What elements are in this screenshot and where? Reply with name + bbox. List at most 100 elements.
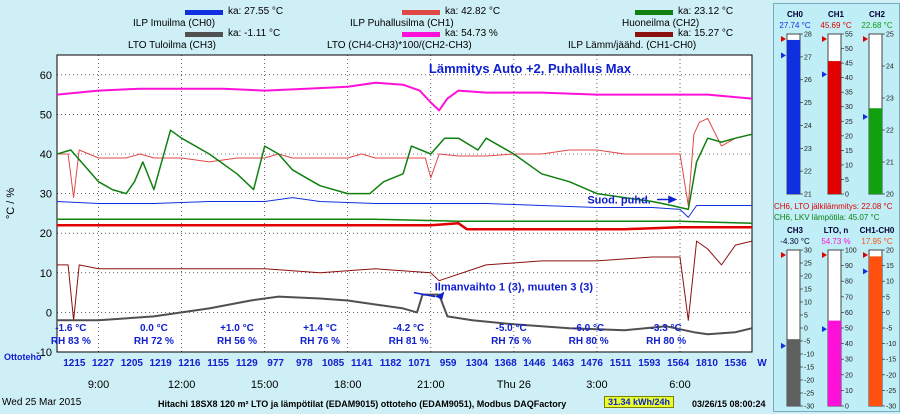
gauge-fill-top-2 xyxy=(869,108,882,194)
gauge-tick-label-top-1: 45 xyxy=(845,61,853,68)
energy-value: 1511 xyxy=(610,358,632,369)
x-tick-label: Thu 26 xyxy=(497,379,531,391)
gauge-tick-label-bottom-0: 20 xyxy=(804,274,812,281)
footer-title: Hitachi 18SX8 120 m² LTO ja lämpötilat (… xyxy=(158,399,567,409)
gauge-tick-label-top-0: 21 xyxy=(804,192,812,199)
legend-value-ch0: ka: 27.55 °C xyxy=(228,6,284,17)
annotation-arrowhead-ventilation xyxy=(435,291,445,300)
side-panel: CH0 27.74 °C CH1 45.69 °C CH2 22.68 °C C… xyxy=(773,3,900,412)
energy-value: 1593 xyxy=(638,358,661,369)
gauge-tick-label-bottom-0: -5 xyxy=(804,339,810,346)
legend-swatch-lto xyxy=(402,32,440,37)
gauge-tick-label-bottom-2: -15 xyxy=(886,357,896,364)
gauge-tick-label-top-1: 0 xyxy=(845,192,849,199)
gauge-tick-label-bottom-2: -20 xyxy=(886,372,896,379)
legend-label-ch3: LTO Tuloilma (CH3) xyxy=(128,40,216,51)
gauge-lto-title: LTO, n xyxy=(823,226,849,235)
series-line-4 xyxy=(57,218,752,225)
legend-label-ch1: ILP Puhallusilma (CH1) xyxy=(350,18,454,29)
gauge-tick-label-bottom-2: -10 xyxy=(886,341,896,348)
gauge-tick-label-bottom-1: 70 xyxy=(845,294,853,301)
weather-temp: -5.0 °C xyxy=(495,323,526,334)
main-chart: -10 0 10 20 30 40 50 60 9:00 12:00 15:00 18:00 21:00… xyxy=(4,54,767,391)
legend-label-lto: LTO (CH4-CH3)*100/(CH2-CH3) xyxy=(327,40,472,51)
gauge-tick-label-bottom-0: -30 xyxy=(804,404,814,411)
gauge-ch0-value: 27.74 °C xyxy=(779,21,811,30)
annotation-ventilation: Ilmanvaihto 1 (3), muuten 3 (3) xyxy=(435,282,594,294)
x-tick-label: 6:00 xyxy=(669,379,690,391)
lto-reheat-readout: CH6, LTO jälkilämmitys: 22.08 °C xyxy=(774,202,893,211)
gauge-tick-label-bottom-1: 10 xyxy=(845,388,853,395)
gauge-tick-label-bottom-2: 15 xyxy=(886,263,894,270)
weather-rh: RH 76 % xyxy=(491,336,531,347)
footer-energy: 31.34 kWh/24h xyxy=(604,396,675,408)
gauge-tick-label-top-1: 10 xyxy=(845,162,853,169)
gauge-tick-label-bottom-0: -10 xyxy=(804,352,814,359)
gauge-tick-label-top-1: 55 xyxy=(845,32,853,39)
gauge-fill-bottom-2 xyxy=(869,256,882,406)
gauge-tick-label-top-2: 25 xyxy=(886,32,894,39)
series-line-0 xyxy=(57,81,752,112)
gauge-tick-label-bottom-0: 5 xyxy=(804,313,808,320)
gauge-ch0-title: CH0 xyxy=(786,10,803,19)
gauge-tick-label-bottom-1: 80 xyxy=(845,279,853,286)
weather-temp: -3.3 °C xyxy=(651,323,682,334)
energy-value: 1216 xyxy=(178,358,201,369)
gauge-tick-label-top-0: 23 xyxy=(804,146,812,153)
gauge-tick-label-top-2: 24 xyxy=(886,64,894,71)
gauge-tick-label-bottom-1: 50 xyxy=(845,326,853,333)
legend-value-diff: ka: 15.27 °C xyxy=(678,28,734,39)
gauge-tick-label-bottom-0: 15 xyxy=(804,287,812,294)
weather-rh: RH 72 % xyxy=(134,336,174,347)
energy-value: 1304 xyxy=(466,358,489,369)
energy-value: 1205 xyxy=(121,358,144,369)
weather-temp: -4.2 °C xyxy=(393,323,424,334)
chart-title: Lämmitys Auto +2, Puhallus Max xyxy=(429,61,632,76)
gauge-tick-label-top-1: 50 xyxy=(845,46,853,53)
footer-date: Wed 25 Mar 2015 xyxy=(2,397,82,408)
gauge-tick-label-bottom-1: 40 xyxy=(845,341,853,348)
annotation-arrowhead-filter xyxy=(668,195,678,204)
legend-value-ch1: ka: 42.82 °C xyxy=(445,6,501,17)
weather-rh: RH 83 % xyxy=(51,336,91,347)
gauge-min-marker-bottom-0 xyxy=(781,342,786,349)
legend-value-ch3: ka: -1.11 °C xyxy=(228,28,281,39)
energy-value: 1182 xyxy=(380,358,402,369)
energy-value: 1129 xyxy=(236,358,258,369)
x-tick-label: 12:00 xyxy=(168,379,196,391)
gauge-ch3-value: -4.30 °C xyxy=(780,237,810,246)
gauge-tick-label-top-2: 22 xyxy=(886,128,894,135)
gauge-tick-label-top-2: 21 xyxy=(886,160,894,167)
gauge-tick-label-top-2: 23 xyxy=(886,96,894,103)
gauge-tick-label-top-0: 24 xyxy=(804,123,812,130)
y-tick-label: 0 xyxy=(46,307,52,319)
gauge-tick-label-bottom-0: 0 xyxy=(804,326,808,333)
gauge-tick-label-top-0: 22 xyxy=(804,169,812,176)
gauge-max-marker-top-1 xyxy=(822,36,827,42)
gauge-tick-label-bottom-2: 20 xyxy=(886,248,894,255)
gauge-tick-label-top-1: 20 xyxy=(845,133,853,140)
weather-rh: RH 81 % xyxy=(389,336,429,347)
gauge-fill-bottom-0 xyxy=(787,339,800,406)
gauge-tick-label-top-2: 20 xyxy=(886,192,894,199)
gauge-tick-label-top-1: 15 xyxy=(845,148,853,155)
gauge-tick-label-bottom-1: 30 xyxy=(845,357,853,364)
x-tick-label: 15:00 xyxy=(251,379,279,391)
dhw-temp-readout: CH6, LKV lämpötila: 45.07 °C xyxy=(774,213,880,222)
legend-swatch-diff xyxy=(635,32,673,37)
series-line-2 xyxy=(57,129,752,211)
gauge-min-marker-bottom-2 xyxy=(863,268,868,275)
gauge-min-marker-top-2 xyxy=(863,113,868,120)
gauge-ch2-title: CH2 xyxy=(868,10,885,19)
gauge-tick-label-bottom-2: -30 xyxy=(886,404,896,411)
gauge-tick-label-bottom-0: -25 xyxy=(804,391,814,398)
x-tick-label: 9:00 xyxy=(88,379,109,391)
gauge-tick-label-top-1: 25 xyxy=(845,119,853,126)
gauges: 2827262524232221555045403530252015105025… xyxy=(781,32,896,411)
energy-value: 1071 xyxy=(408,358,431,369)
gauge-tick-label-top-0: 26 xyxy=(804,77,812,84)
gauge-tick-label-bottom-1: 90 xyxy=(845,263,853,270)
y-tick-label: -10 xyxy=(36,347,52,359)
annotation-arrow-ventilation xyxy=(413,291,436,298)
